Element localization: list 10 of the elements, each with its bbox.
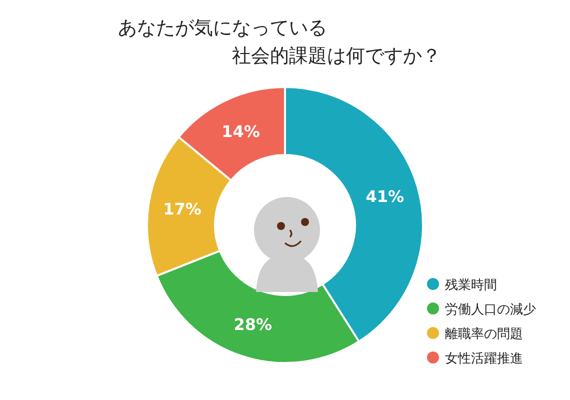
- legend-label: 離職率の問題: [445, 326, 523, 342]
- data-label: 17%: [163, 200, 202, 219]
- legend-label: 女性活躍推進: [445, 352, 523, 366]
- chart-subtitle: 社会的課題は何ですか？: [232, 45, 441, 67]
- legend-label: 残業時間: [445, 278, 497, 293]
- chart-title: あなたが気になっている: [118, 17, 327, 39]
- data-label: 28%: [234, 314, 272, 334]
- data-label: 14%: [222, 122, 260, 141]
- data-label: 41%: [366, 186, 404, 206]
- legend-label: 労働人口の減少: [445, 302, 536, 318]
